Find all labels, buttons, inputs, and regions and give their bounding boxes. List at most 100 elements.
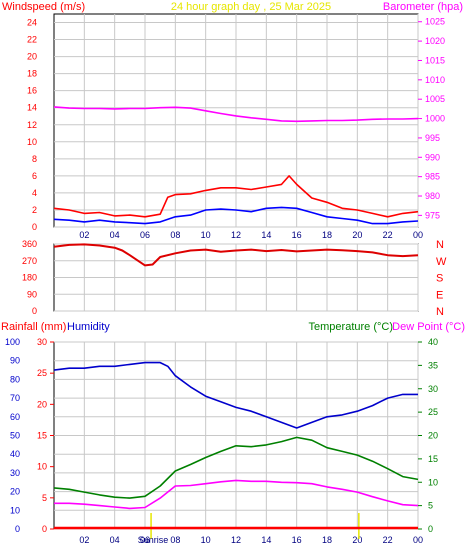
temperature-line [53, 436, 419, 499]
temperature-time-tick-label: 00 [413, 535, 423, 545]
barometer-tick-label: 980 [425, 191, 440, 201]
barometer-tick-label: 1000 [425, 114, 445, 124]
wind-time-tick-label: 06 [140, 230, 150, 240]
compass-direction-label: S [436, 273, 443, 285]
compass-direction-label: E [436, 289, 443, 301]
windspeed-tick-label: 20 [27, 52, 37, 62]
compass-direction-label: N [436, 239, 444, 251]
humidity-line [53, 361, 418, 429]
direction-degree-label: 180 [22, 273, 37, 283]
windspeed-tick-label: 22 [27, 35, 37, 45]
barometer-tick-label: 1020 [425, 36, 445, 46]
temperature-tick-label: 25 [428, 407, 438, 417]
temperature-time-tick-labels: 02 04 06 08 10 12 14 16 18 20 22 00 [79, 535, 423, 545]
humidity-tick-labels: 0 10 20 30 40 50 60 70 80 90 100 [5, 337, 20, 534]
temperature-time-tick-label: 20 [352, 535, 362, 545]
humidity-tick-label: 100 [5, 337, 20, 347]
rainfall-tick-label: 0 [42, 524, 47, 534]
windspeed-tick-label: 8 [32, 154, 37, 164]
temperature-time-tick-label: 04 [110, 535, 120, 545]
windspeed-gust-line [53, 175, 419, 218]
barometer-tick-label: 985 [425, 172, 440, 182]
dewpoint-axis-title: Dew Point (°C) [392, 321, 465, 333]
temperature-tick-label: 0 [428, 524, 433, 534]
temperature-grid [54, 341, 419, 530]
temperature-tick-labels: 0 5 10 15 20 25 30 35 40 [418, 337, 438, 534]
temperature-tick-label: 20 [428, 431, 438, 441]
humidity-tick-label: 70 [10, 393, 20, 403]
direction-degree-label: 90 [27, 289, 37, 299]
wind-time-tick-label: 18 [322, 230, 332, 240]
direction-degree-labels: 0 90 180 270 360 [22, 239, 37, 316]
dewpoint-line [54, 479, 419, 510]
wind-time-tick-label: 22 [383, 230, 393, 240]
sunrise-label: Sunrise [138, 535, 169, 545]
humidity-tick-label: 20 [10, 487, 20, 497]
barometer-tick-label: 1025 [425, 17, 445, 27]
rainfall-tick-label: 30 [37, 337, 47, 347]
humidity-tick-label: 50 [10, 431, 20, 441]
rainfall-tick-label: 10 [37, 462, 47, 472]
compass-direction-label: N [436, 306, 444, 318]
rainfall-tick-labels: 0 5 10 15 20 25 30 [37, 337, 54, 534]
windspeed-axis-title: Windspeed (m/s) [2, 1, 85, 13]
wind-series [53, 106, 419, 225]
compass-direction-label: W [436, 256, 447, 268]
wind-time-tick-label: 14 [261, 230, 271, 240]
barometer-tick-label: 990 [425, 152, 440, 162]
humidity-tick-label: 0 [15, 524, 20, 534]
wind-time-tick-label: 02 [79, 230, 89, 240]
temperature-time-tick-label: 12 [231, 535, 241, 545]
windspeed-tick-label: 10 [27, 137, 37, 147]
humidity-tick-label: 60 [10, 412, 20, 422]
temperature-time-tick-label: 10 [201, 535, 211, 545]
barometer-tick-label: 995 [425, 133, 440, 143]
direction-series [53, 243, 419, 267]
barometer-line [53, 106, 419, 123]
temperature-time-tick-label: 08 [170, 535, 180, 545]
wind-time-tick-label: 10 [201, 230, 211, 240]
barometer-axis-title: Barometer (hpa) [383, 1, 463, 13]
barometer-tick-label: 1005 [425, 94, 445, 104]
windspeed-tick-label: 4 [32, 188, 37, 198]
temperature-tick-label: 5 [428, 501, 433, 511]
barometer-tick-label: 1015 [425, 55, 445, 65]
windspeed-tick-label: 14 [27, 103, 37, 113]
temperature-tick-label: 40 [428, 337, 438, 347]
graph-date-title: 24 hour graph day , 25 Mar 2025 [171, 1, 331, 13]
humidity-temperature-panel: 0 10 20 30 40 50 60 70 80 90 100 0 5 10 15 20 25 30 0 5 10… [1, 321, 465, 545]
wind-time-tick-label: 04 [110, 230, 120, 240]
humidity-tick-label: 90 [10, 356, 20, 366]
temperature-series [53, 361, 419, 530]
temperature-time-tick-label: 14 [261, 535, 271, 545]
windspeed-tick-label: 0 [32, 222, 37, 232]
barometer-tick-labels: 975 980 985 990 995 1000 1005 1010 1015 1020 1025 [418, 17, 445, 220]
humidity-axis-title: Humidity [67, 321, 110, 333]
direction-degree-label: 360 [22, 239, 37, 249]
wind-time-tick-label: 08 [170, 230, 180, 240]
humidity-tick-label: 30 [10, 468, 20, 478]
direction-degree-label: 270 [22, 256, 37, 266]
temperature-tick-label: 35 [428, 360, 438, 370]
sun-markers: Sunrise [138, 513, 360, 545]
temperature-tick-label: 30 [428, 384, 438, 394]
humidity-tick-label: 10 [10, 505, 20, 515]
humidity-tick-label: 40 [10, 449, 20, 459]
barometer-tick-label: 1010 [425, 75, 445, 85]
temperature-time-tick-label: 18 [322, 535, 332, 545]
windspeed-tick-label: 2 [32, 205, 37, 215]
temperature-tick-label: 10 [428, 477, 438, 487]
direction-degree-label: 0 [32, 306, 37, 316]
wind-time-tick-label: 16 [292, 230, 302, 240]
barometer-tick-label: 975 [425, 210, 440, 220]
rainfall-tick-label: 5 [42, 493, 47, 503]
direction-grid [54, 243, 419, 312]
humidity-tick-label: 80 [10, 374, 20, 384]
wind-time-tick-label: 12 [231, 230, 241, 240]
